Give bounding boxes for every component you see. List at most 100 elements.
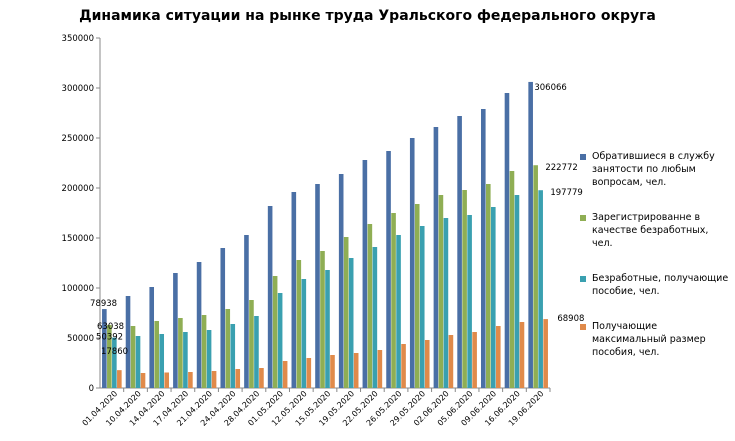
- bar: [149, 287, 155, 388]
- bar: [480, 109, 486, 388]
- y-tick-label: 100000: [62, 284, 94, 294]
- bar: [259, 368, 264, 388]
- bar: [135, 336, 141, 388]
- bar: [249, 300, 254, 388]
- bar: [504, 93, 510, 388]
- bar: [485, 184, 491, 388]
- bar: [528, 81, 533, 389]
- bar: [267, 206, 273, 388]
- bar: [438, 195, 444, 388]
- bar: [201, 315, 207, 388]
- bar: [183, 332, 188, 388]
- bar: [296, 260, 302, 388]
- y-tick-label: 300000: [62, 84, 94, 94]
- data-label: 50392: [96, 333, 123, 343]
- legend-label: Безработные, получающие пособие, чел.: [592, 273, 729, 297]
- bar: [424, 340, 430, 388]
- bar: [367, 224, 373, 388]
- bar: [154, 321, 160, 388]
- bar: [362, 160, 368, 388]
- bar: [107, 324, 112, 388]
- bar: [272, 276, 278, 388]
- y-tick-label: 200000: [62, 184, 94, 194]
- bar: [188, 372, 193, 388]
- bar: [514, 195, 520, 388]
- bar: [301, 279, 307, 388]
- legend-item: Получающие максимальный размер пособия, …: [580, 320, 730, 359]
- legend-item: Безработные, получающие пособие, чел.: [580, 272, 730, 298]
- bar: [533, 165, 538, 388]
- legend-label: Обратившиеся в службу занятости по любым…: [592, 151, 715, 188]
- bar: [159, 334, 165, 388]
- y-tick-label: 350000: [62, 34, 94, 44]
- bar: [353, 353, 359, 388]
- bar: [472, 332, 477, 388]
- bar: [206, 330, 212, 388]
- bar: [457, 116, 462, 388]
- legend-label: Зарегистрированне в качестве безработных…: [592, 212, 709, 249]
- bar: [348, 258, 354, 388]
- bar: [230, 324, 236, 388]
- data-label: 78938: [90, 299, 117, 309]
- bar: [519, 322, 525, 388]
- y-tick-label: 150000: [62, 234, 94, 244]
- bar: [490, 207, 496, 388]
- data-label: 222772: [545, 163, 577, 173]
- bar: [254, 316, 259, 388]
- legend-swatch: [580, 324, 586, 330]
- bar: [164, 372, 170, 388]
- data-label: 17860: [101, 347, 128, 357]
- bar: [396, 235, 401, 388]
- legend: Обратившиеся в службу занятости по любым…: [580, 150, 730, 381]
- bar: [448, 335, 454, 388]
- bar: [117, 370, 122, 388]
- bar: [433, 127, 439, 388]
- bar: [543, 319, 548, 388]
- bar: [102, 309, 107, 388]
- bar: [343, 237, 349, 388]
- bar: [320, 251, 325, 388]
- bar: [419, 226, 425, 388]
- legend-item: Обратившиеся в службу занятости по любым…: [580, 150, 730, 189]
- bar: [277, 293, 283, 388]
- bar: [377, 350, 383, 388]
- bar: [291, 192, 297, 388]
- legend-swatch: [580, 215, 586, 221]
- y-tick-label: 50000: [67, 334, 94, 344]
- bar: [225, 309, 231, 388]
- y-tick-label: 250000: [62, 134, 94, 144]
- bar: [401, 344, 406, 388]
- bar: [220, 248, 226, 388]
- bar: [211, 371, 217, 388]
- bar: [196, 262, 202, 388]
- chart-title: Динамика ситуации на рынке труда Уральск…: [79, 8, 656, 24]
- bar: [306, 358, 312, 388]
- legend-swatch: [580, 276, 586, 282]
- bar: [372, 247, 378, 388]
- data-label: 197779: [550, 188, 582, 198]
- bar: [391, 213, 396, 388]
- y-tick-label: 0: [89, 384, 94, 394]
- legend-item: Зарегистрированне в качестве безработных…: [580, 211, 730, 250]
- bar: [235, 369, 241, 388]
- bar: [414, 204, 420, 388]
- bar: [467, 215, 472, 388]
- bar: [125, 296, 131, 388]
- bar: [130, 326, 136, 388]
- data-label: 68908: [557, 314, 584, 324]
- data-label: 63038: [97, 322, 124, 332]
- bar: [495, 326, 501, 388]
- bar: [509, 171, 515, 388]
- bar: [315, 184, 320, 388]
- bar: [338, 174, 344, 388]
- legend-swatch: [580, 154, 586, 160]
- bar: [282, 361, 288, 388]
- bar: [409, 138, 415, 388]
- bar: [325, 270, 330, 388]
- data-label: 306066: [534, 83, 566, 93]
- bar: [443, 218, 449, 388]
- bar: [173, 273, 178, 388]
- bar: [462, 190, 467, 388]
- bar: [538, 190, 543, 388]
